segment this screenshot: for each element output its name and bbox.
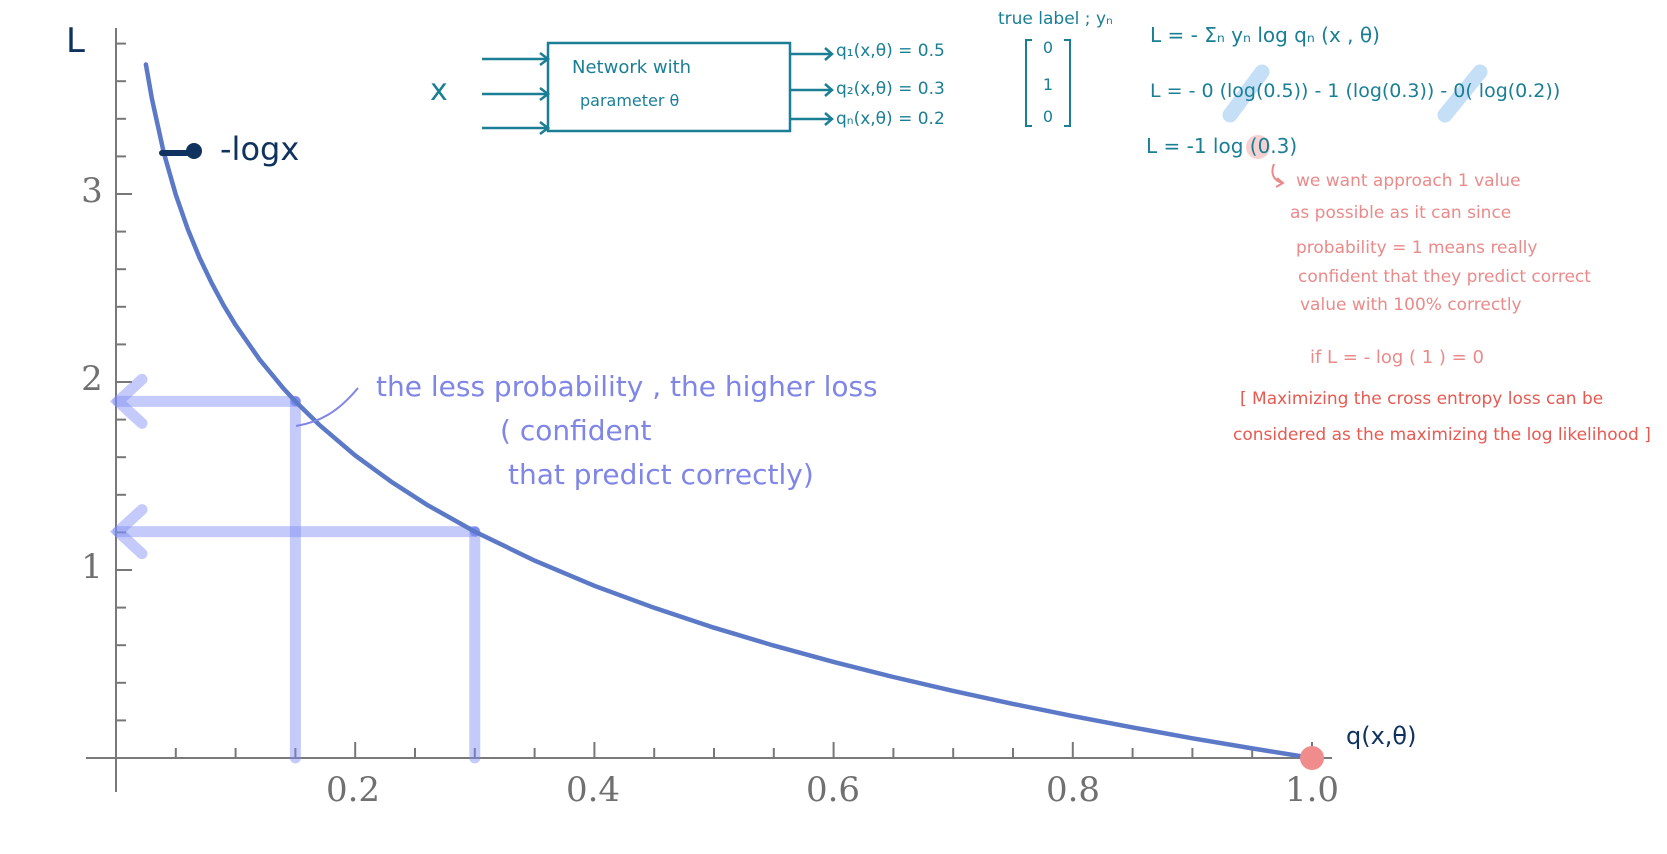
minor-ticks bbox=[116, 42, 1313, 758]
formula-highlights bbox=[1222, 64, 1488, 123]
curve-legend-label: -logx bbox=[220, 130, 299, 168]
purple-note-line: the less probability , the higher loss bbox=[376, 370, 878, 403]
output-arrow-head bbox=[824, 112, 834, 126]
note-arrow-head bbox=[1275, 177, 1285, 188]
network-diagram: x Network with parameter θ q₁(x,θ) = 0.5… bbox=[430, 41, 945, 135]
output-value: q₂(x,θ) = 0.3 bbox=[836, 79, 945, 99]
legend-dot-swatch bbox=[186, 143, 202, 159]
right-bracket bbox=[1064, 39, 1071, 127]
end-point-marker bbox=[1300, 746, 1324, 770]
output-arrow-head bbox=[824, 47, 834, 61]
y-tick-label: 3 bbox=[81, 171, 103, 211]
formula-expanded: L = - 0 (log(0.5)) - 1 (log(0.3)) - 0( l… bbox=[1150, 80, 1560, 102]
note-line: confident that they predict correct bbox=[1298, 267, 1591, 287]
guide-arrow-head bbox=[109, 373, 148, 429]
y-tick-label: 2 bbox=[81, 359, 103, 399]
note-line: as possible as it can since bbox=[1290, 203, 1511, 223]
probability-note: we want approach 1 value as possible as … bbox=[1290, 171, 1591, 368]
formula-highlight-dot bbox=[1246, 135, 1270, 159]
note-line: probability = 1 means really bbox=[1296, 238, 1537, 258]
x-axis-label: q(x,θ) bbox=[1346, 722, 1416, 750]
x-tick-label: 1.0 bbox=[1285, 770, 1339, 810]
output-arrow-head bbox=[824, 83, 834, 97]
purple-note-line: ( confident bbox=[500, 414, 651, 447]
left-bracket bbox=[1025, 39, 1032, 127]
guide-arrow-head bbox=[109, 504, 148, 560]
formula-general: L = - Σₙ yₙ log qₙ (x , θ) bbox=[1150, 23, 1380, 47]
network-box bbox=[546, 41, 792, 133]
if-line: if L = - log ( 1 ) = 0 bbox=[1310, 347, 1484, 368]
true-label-title: true label ; yₙ bbox=[998, 9, 1113, 29]
note-arrow bbox=[1271, 163, 1284, 184]
network-box-line2: parameter θ bbox=[580, 91, 679, 110]
network-box-line1: Network with bbox=[572, 57, 691, 78]
input-label: x bbox=[430, 73, 448, 108]
x-tick-label: 0.8 bbox=[1046, 770, 1100, 810]
formula-reduced: L = -1 log (0.3) bbox=[1146, 134, 1297, 158]
true-label-vector: true label ; yₙ 0 1 0 bbox=[998, 9, 1113, 127]
purple-note-connector bbox=[295, 387, 359, 427]
true-label-value: 0 bbox=[1043, 38, 1053, 57]
highlight-guides bbox=[109, 373, 481, 764]
y-axis-label: L bbox=[66, 21, 85, 61]
x-tick-label: 0.4 bbox=[566, 770, 620, 810]
red-note-line: considered as the maximizing the log lik… bbox=[1233, 425, 1651, 445]
note-line: we want approach 1 value bbox=[1296, 171, 1521, 191]
true-label-value: 1 bbox=[1043, 75, 1053, 94]
red-note-line: [ Maximizing the cross entropy loss can … bbox=[1240, 389, 1603, 409]
neg-log-curve bbox=[143, 62, 1315, 761]
output-value: q₁(x,θ) = 0.5 bbox=[836, 41, 945, 61]
output-value: qₙ(x,θ) = 0.2 bbox=[836, 109, 945, 129]
x-tick-labels: 0.2 0.4 0.6 0.8 1.0 bbox=[326, 770, 1339, 810]
purple-note-line: that predict correctly) bbox=[508, 458, 814, 491]
y-tick-labels: 1 2 3 bbox=[81, 171, 103, 587]
note-line: value with 100% correctly bbox=[1300, 295, 1522, 315]
x-tick-label: 0.6 bbox=[806, 770, 860, 810]
y-tick-label: 1 bbox=[81, 547, 103, 587]
true-label-value: 0 bbox=[1043, 107, 1053, 126]
x-tick-label: 0.2 bbox=[326, 770, 380, 810]
